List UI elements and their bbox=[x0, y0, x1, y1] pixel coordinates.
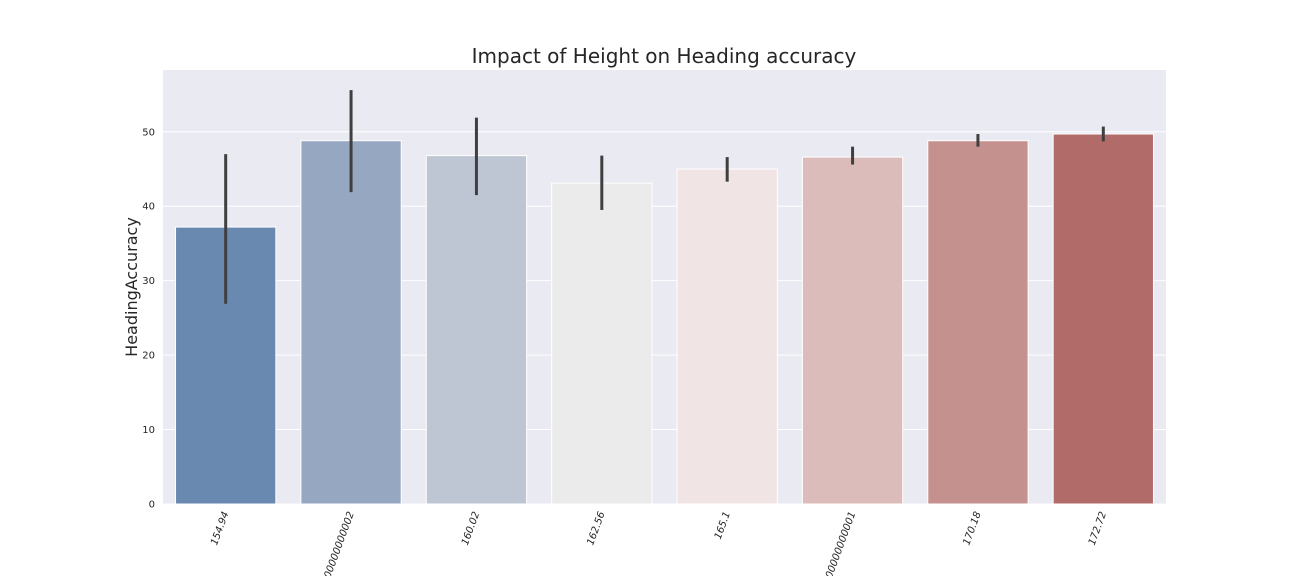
bar bbox=[425, 155, 528, 505]
x-tick-label: 154.94 bbox=[209, 510, 231, 547]
chart-title: Impact of Height on Heading accuracy bbox=[472, 44, 857, 68]
x-tick-label: 162.56 bbox=[585, 510, 607, 547]
y-tick-label: 40 bbox=[142, 202, 155, 213]
y-tick-label: 50 bbox=[142, 127, 155, 138]
y-tick-label: 20 bbox=[142, 351, 155, 362]
y-axis-label: HeadingAccuracy bbox=[122, 217, 141, 357]
x-tick-label: 157.48000000000002 bbox=[308, 510, 356, 576]
bar bbox=[676, 168, 778, 505]
x-tick-label: 160.02 bbox=[460, 510, 482, 547]
y-tick-label: 0 bbox=[149, 500, 155, 511]
bar bbox=[927, 140, 1029, 505]
y-tick-label: 30 bbox=[142, 276, 155, 287]
x-tick-label: 170.18 bbox=[961, 510, 983, 547]
x-tick-label: 172.72 bbox=[1087, 510, 1109, 547]
y-tick-label: 10 bbox=[142, 425, 155, 436]
bar bbox=[1052, 133, 1154, 505]
bar bbox=[801, 156, 904, 505]
x-tick-label: 167.64000000000001 bbox=[810, 510, 858, 576]
x-tick-label: 165.1 bbox=[713, 510, 733, 541]
bar bbox=[551, 182, 653, 505]
bar bbox=[300, 140, 402, 505]
